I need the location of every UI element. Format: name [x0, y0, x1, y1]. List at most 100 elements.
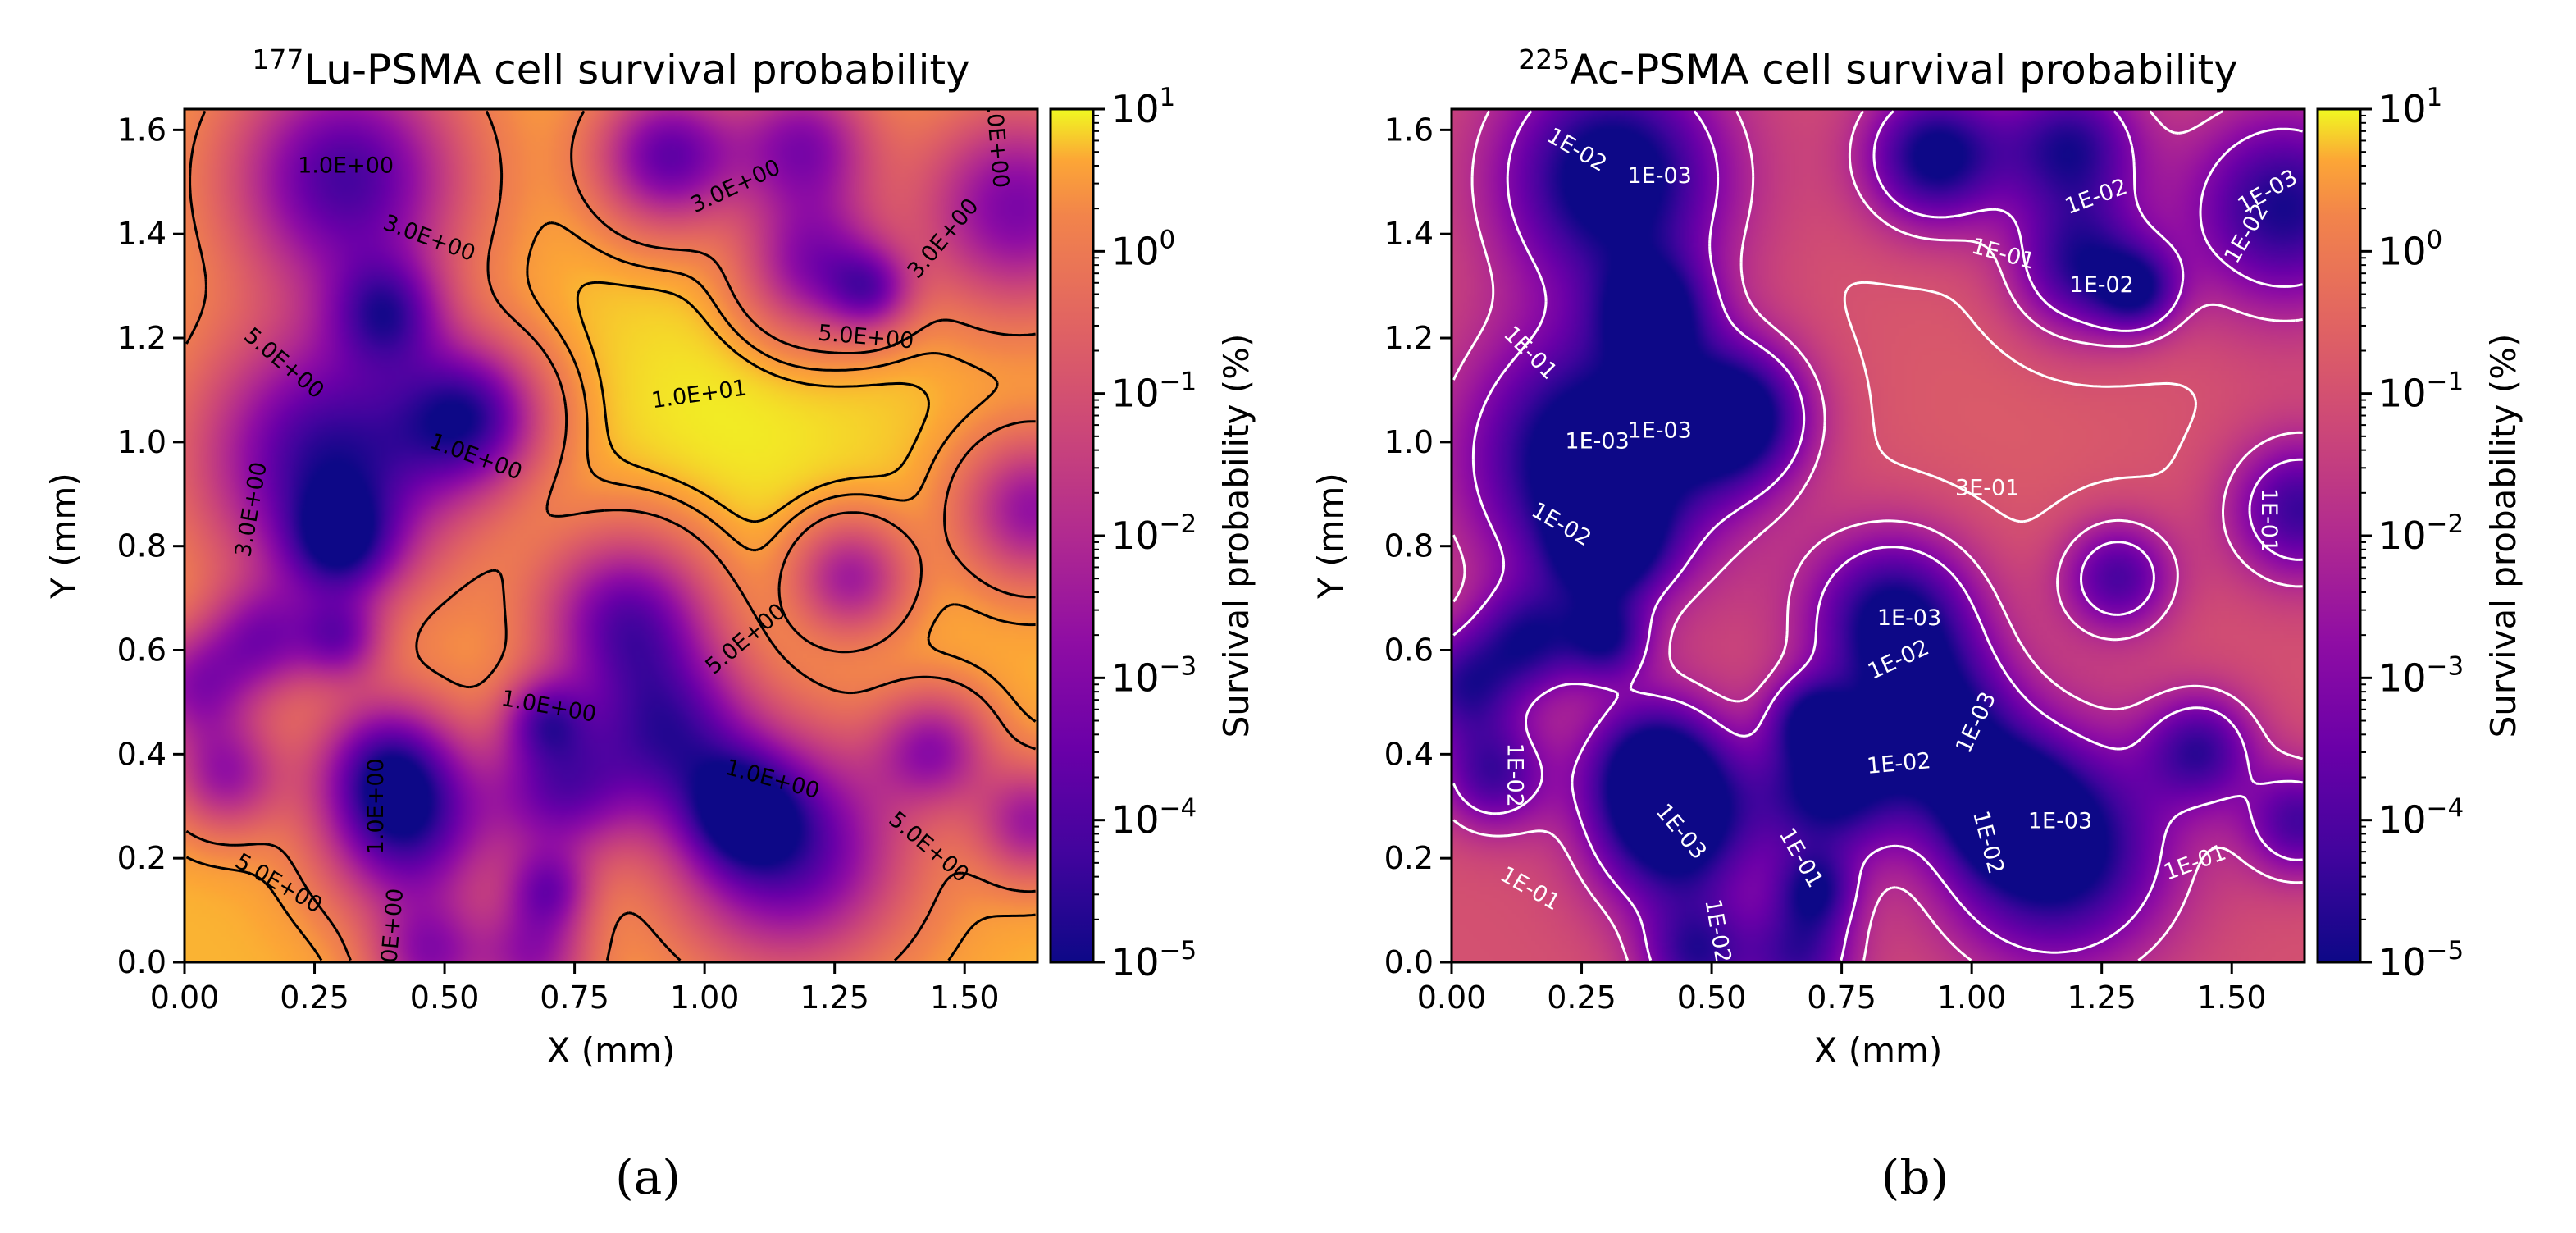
colorbar-tick-exponent: −4 — [2427, 794, 2464, 824]
y-tick-label: 1.4 — [1384, 216, 1434, 252]
colorbar-tick-label: 10−1 — [1111, 368, 1197, 416]
contour-line-3.0E+00 — [185, 221, 1037, 961]
panel-b-x-label: X (mm) — [1814, 1030, 1943, 1071]
x-tick-label: 0.75 — [1807, 980, 1876, 1016]
colorbar-tick-exponent: 1 — [1160, 83, 1176, 112]
colorbar-tick-exponent: −4 — [1160, 794, 1197, 824]
panel-b-frame — [1450, 107, 2306, 964]
x-tick-label: 1.00 — [670, 980, 740, 1016]
colorbar-tick-label: 10−4 — [1111, 794, 1197, 843]
y-tick-label: 1.0 — [117, 424, 166, 460]
panel-a-colorbar-label: Survival probability (%) — [1216, 334, 1256, 738]
contour-label: 1E-03 — [1628, 418, 1692, 444]
panel-b-label: (b) — [1881, 1149, 1949, 1205]
panel-b-colorbar-label: Survival probability (%) — [2483, 334, 2524, 738]
colorbar-tick-label: 10−3 — [2378, 651, 2464, 700]
colorbar-tick-exponent: −2 — [1160, 509, 1197, 539]
colorbar-tick-exponent: −1 — [1160, 368, 1197, 397]
panel-a-title-isotope: 177 — [252, 43, 303, 75]
colorbar-tick-base: 10 — [1111, 514, 1160, 558]
panel-a-colorbar — [1049, 107, 1095, 964]
y-tick-label: 0.4 — [117, 736, 166, 772]
x-tick-label: 0.75 — [540, 980, 609, 1016]
colorbar-tick-exponent: −3 — [2427, 651, 2464, 681]
colorbar-tick-exponent: −5 — [2427, 936, 2464, 966]
y-tick-label: 0.8 — [1384, 528, 1434, 564]
colorbar-tick-base: 10 — [1111, 798, 1160, 843]
colorbar-tick-label: 100 — [2378, 225, 2442, 273]
colorbar-tick-base: 10 — [2378, 940, 2427, 984]
panel-a-y-label: Y (mm) — [43, 473, 84, 600]
colorbar-tick-label: 10−1 — [2378, 368, 2464, 416]
x-tick-label: 0.50 — [410, 980, 480, 1016]
contour-label: 1.0E+00 — [363, 758, 389, 854]
colorbar-tick-label: 10−4 — [2378, 794, 2464, 843]
contour-label: 1E-03 — [2028, 808, 2092, 833]
colorbar-tick-base: 10 — [1111, 655, 1160, 700]
colorbar-tick-label: 10−5 — [1111, 936, 1197, 984]
panel-a-title: 177Lu-PSMA cell survival probability — [252, 43, 969, 94]
colorbar-tick-exponent: −3 — [1160, 651, 1197, 681]
colorbar-tick-exponent: −2 — [2427, 509, 2464, 539]
colorbar-tick-exponent: 0 — [2427, 225, 2443, 254]
panel-a-x-label: X (mm) — [547, 1030, 676, 1071]
x-tick-label: 1.50 — [930, 980, 1000, 1016]
y-tick-label: 1.0 — [1384, 424, 1434, 460]
contour-label: 1.0E+00 — [298, 153, 394, 178]
colorbar-tick-label: 101 — [1111, 83, 1175, 131]
colorbar-tick-label: 10−3 — [1111, 651, 1197, 700]
x-tick-label: 0.25 — [1547, 980, 1616, 1016]
colorbar-tick-label: 101 — [2378, 83, 2442, 131]
y-tick-label: 1.4 — [117, 216, 166, 252]
colorbar-tick-base: 10 — [2378, 87, 2427, 131]
colorbar-tick-label: 10−2 — [1111, 509, 1197, 558]
panel-a-label: (a) — [615, 1149, 681, 1205]
panel-a-title-text: Lu-PSMA cell survival probability — [303, 46, 969, 94]
contour-label: 1E-01 — [2256, 488, 2282, 552]
colorbar-tick-label: 10−2 — [2378, 509, 2464, 558]
contour-line-1.0E+00 — [185, 110, 1037, 961]
contour-line-1E-03 — [1452, 110, 2303, 961]
panel-b-heatmap-image — [1452, 109, 2305, 962]
panel-b-x-axis: 0.00 0.25 0.50 0.75 1.00 1.25 1.50 — [1417, 962, 2267, 1016]
panel-a-x-axis: 0.00 0.25 0.50 0.75 1.00 1.25 1.50 — [150, 962, 1000, 1016]
y-tick-label: 0.2 — [1384, 840, 1434, 876]
y-tick-label: 0.0 — [117, 944, 166, 980]
colorbar-tick-exponent: −1 — [2427, 368, 2464, 397]
panel-a-y-axis: 0.0 0.2 0.4 0.6 0.8 1.0 1.2 1.4 1.6 — [117, 112, 185, 980]
colorbar-tick-base: 10 — [2378, 372, 2427, 416]
panel-b-title-isotope: 225 — [1518, 43, 1570, 75]
y-tick-label: 0.8 — [117, 528, 166, 564]
y-tick-label: 0.0 — [1384, 944, 1434, 980]
panel-a: 177Lu-PSMA cell survival probability 1.0… — [43, 43, 1256, 1205]
colorbar-tick-exponent: −5 — [1160, 936, 1197, 966]
colorbar-tick-base: 10 — [1111, 87, 1160, 131]
colorbar-tick-base: 10 — [1111, 372, 1160, 416]
y-tick-label: 1.2 — [117, 320, 166, 356]
x-tick-label: 0.00 — [150, 980, 220, 1016]
contour-line-1E-02 — [1452, 110, 2304, 961]
y-tick-label: 1.2 — [1384, 320, 1434, 356]
contour-line-5.0E+00 — [576, 281, 930, 523]
x-tick-label: 0.50 — [1677, 980, 1747, 1016]
panel-b-title-text: Ac-PSMA cell survival probability — [1570, 46, 2237, 94]
y-tick-label: 0.6 — [1384, 632, 1434, 669]
colorbar-tick-label: 10−5 — [2378, 936, 2464, 984]
panel-a-frame — [183, 107, 1039, 964]
y-tick-label: 0.4 — [1384, 736, 1434, 772]
colorbar-tick-exponent: 1 — [2427, 83, 2443, 112]
panel-b-title: 225Ac-PSMA cell survival probability — [1518, 43, 2237, 94]
y-tick-label: 1.6 — [1384, 112, 1434, 148]
x-tick-label: 1.25 — [2067, 980, 2136, 1016]
colorbar-tick-base: 10 — [1111, 229, 1160, 273]
x-tick-label: 1.25 — [800, 980, 869, 1016]
colorbar-tick-base: 10 — [1111, 940, 1160, 984]
panel-a-heatmap: 1.0E+003.0E+005.0E+003.0E+001.0E+001.0E+… — [185, 109, 1037, 962]
contour-label: 3E-01 — [1955, 475, 2019, 500]
panel-b: 225Ac-PSMA cell survival probability 1E-… — [1311, 43, 2524, 1205]
panel-a-heatmap-image — [185, 109, 1037, 962]
contour-label: 1E-02 — [2070, 272, 2134, 298]
